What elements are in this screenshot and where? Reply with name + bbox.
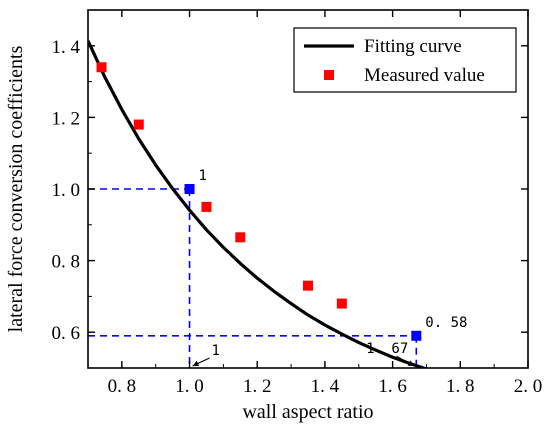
y-tick-label-3: 1. 0 — [52, 180, 81, 201]
measured-point-1 — [96, 62, 107, 73]
x-annotation-label-2: 1. 67 — [366, 341, 408, 357]
y-tick-label-1: 0. 6 — [52, 323, 81, 344]
x-tick-label-7: 2. 0 — [514, 376, 543, 397]
fitting-curve-line — [88, 40, 429, 368]
x-tick-label-4: 1. 4 — [311, 376, 340, 397]
legend-swatch-marker — [324, 70, 334, 80]
measured-point-6 — [336, 298, 347, 309]
legend: Fitting curve Measured value — [293, 27, 517, 93]
measured-point-5 — [303, 280, 313, 291]
x-annotation-label-1: 1 — [212, 343, 220, 359]
measured-point-2 — [133, 119, 144, 130]
x-axis-title: wall aspect ratio — [242, 401, 373, 423]
x-tick-label-6: 1. 8 — [446, 376, 475, 397]
legend-label-1: Fitting curve — [364, 36, 462, 57]
annotation-layer: 1 0. 58 1 1. 67 — [192, 168, 467, 367]
x-tick-label-1: 0. 8 — [108, 376, 137, 397]
legend-box — [293, 27, 517, 93]
curve-layer — [88, 40, 429, 368]
y-tick-label-4: 1. 2 — [52, 108, 81, 129]
highlight-label-1: 1 — [199, 168, 207, 184]
highlight-point-1 — [184, 184, 195, 194]
x-annotation-arrowhead-2 — [407, 360, 415, 366]
x-tick-label-5: 1. 6 — [378, 376, 407, 397]
highlight-point-2 — [411, 330, 422, 341]
y-tick-label-5: 1. 4 — [52, 37, 81, 58]
y-tick-label-2: 0. 8 — [52, 252, 81, 273]
x-tick-label-3: 1. 2 — [243, 376, 272, 397]
y-axis-title: lateral force conversion coefficients — [5, 45, 27, 332]
highlight-layer — [184, 184, 422, 341]
measured-point-4 — [235, 232, 246, 243]
x-tick-label-2: 1. 0 — [175, 376, 204, 397]
legend-label-2: Measured value — [364, 65, 485, 86]
measured-point-3 — [201, 201, 212, 212]
marker-layer — [96, 62, 347, 309]
highlight-label-2: 0. 58 — [425, 315, 467, 331]
axes-layer: 0. 8 1. 0 1. 2 1. 4 1. 6 1. 8 2. 0 0. 6 0. 8 1. 0… — [5, 9, 543, 423]
x-annotation-arrowhead-1 — [192, 360, 200, 367]
